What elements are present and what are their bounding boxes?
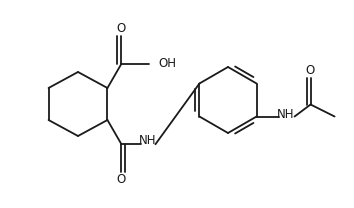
Text: OH: OH [159, 57, 176, 70]
Text: NH: NH [277, 108, 294, 121]
Text: O: O [117, 173, 126, 186]
Text: O: O [117, 22, 126, 35]
Text: O: O [305, 64, 314, 77]
Text: NH: NH [139, 134, 156, 147]
